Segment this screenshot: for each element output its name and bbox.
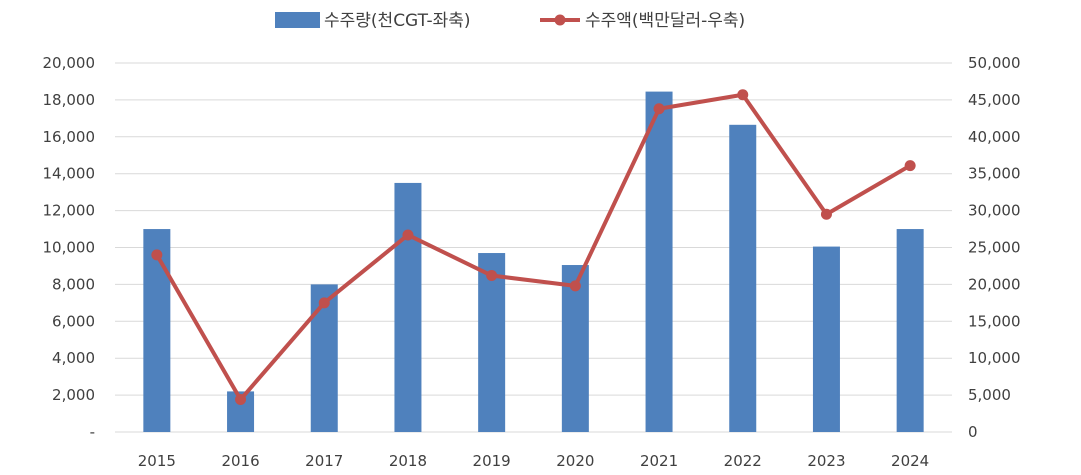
bar [143,229,171,432]
gridlines [115,62,952,433]
y-left-tick-label: 10,000 [43,239,96,257]
y-right-tick-label: 15,000 [968,312,1021,330]
bar [812,246,840,432]
y-left-tick-label: 2,000 [52,386,95,404]
line-point [486,270,498,282]
bar [729,124,757,433]
x-tick-label: 2017 [305,452,343,470]
line-point [904,160,916,172]
y-right-tick-label: 50,000 [968,54,1021,72]
y-left-tick-label: 18,000 [43,91,96,109]
x-tick-label: 2023 [807,452,845,470]
y-left-tick-label: 12,000 [43,202,96,220]
y-left-tick-label: 20,000 [43,54,96,72]
line-point [820,208,832,220]
left-axis: - 2,000 4,000 6,000 8,000 10,000 12,000 14,000 1… [43,54,96,441]
bar [896,229,924,432]
line-point [653,103,665,115]
y-left-tick-label: 14,000 [43,165,96,183]
x-axis: 2015 2016 2017 2018 2019 2020 2021 2022 2023 2024 [138,452,929,470]
line-point [569,280,581,292]
line-point [737,89,749,101]
y-left-tick-label: 16,000 [43,128,96,146]
y-right-tick-label: 30,000 [968,202,1021,220]
line-point [235,394,247,406]
y-right-tick-label: 40,000 [968,128,1021,146]
line-point [318,297,330,309]
bar [394,182,422,432]
x-tick-label: 2021 [640,452,678,470]
y-right-tick-label: 25,000 [968,239,1021,257]
y-left-tick-label: 8,000 [52,275,95,293]
legend-line-label: 수주액(백만달러-우축) [585,11,745,31]
bar [561,265,589,432]
y-left-tick-label: 4,000 [52,349,95,367]
legend: 수주량(천CGT-좌축) 수주액(백만달러-우축) [275,11,745,31]
y-right-tick-label: 45,000 [968,91,1021,109]
line-series [151,89,916,406]
bar [645,91,673,432]
legend-bar-swatch [275,12,320,28]
x-tick-label: 2018 [389,452,427,470]
y-right-tick-label: 5,000 [968,386,1011,404]
line-path [154,92,913,402]
right-axis: 0 5,000 10,000 15,000 20,000 25,000 30,000 35,0… [968,54,1021,441]
line-point [151,249,163,261]
x-tick-label: 2024 [891,452,929,470]
y-right-tick-label: 0 [968,423,978,441]
x-tick-label: 2016 [221,452,259,470]
y-right-tick-label: 20,000 [968,275,1021,293]
bar [310,284,338,432]
x-tick-label: 2020 [556,452,594,470]
line-point [402,229,414,241]
bar-series [143,91,924,433]
y-left-tick-label: - [90,423,95,441]
bar [478,253,506,432]
x-tick-label: 2015 [138,452,176,470]
y-right-tick-label: 35,000 [968,165,1021,183]
legend-bar-label: 수주량(천CGT-좌축) [324,11,471,31]
y-left-tick-label: 6,000 [52,312,95,330]
y-right-tick-label: 10,000 [968,349,1021,367]
legend-line-marker [554,14,566,26]
x-tick-label: 2019 [473,452,511,470]
x-tick-label: 2022 [724,452,762,470]
